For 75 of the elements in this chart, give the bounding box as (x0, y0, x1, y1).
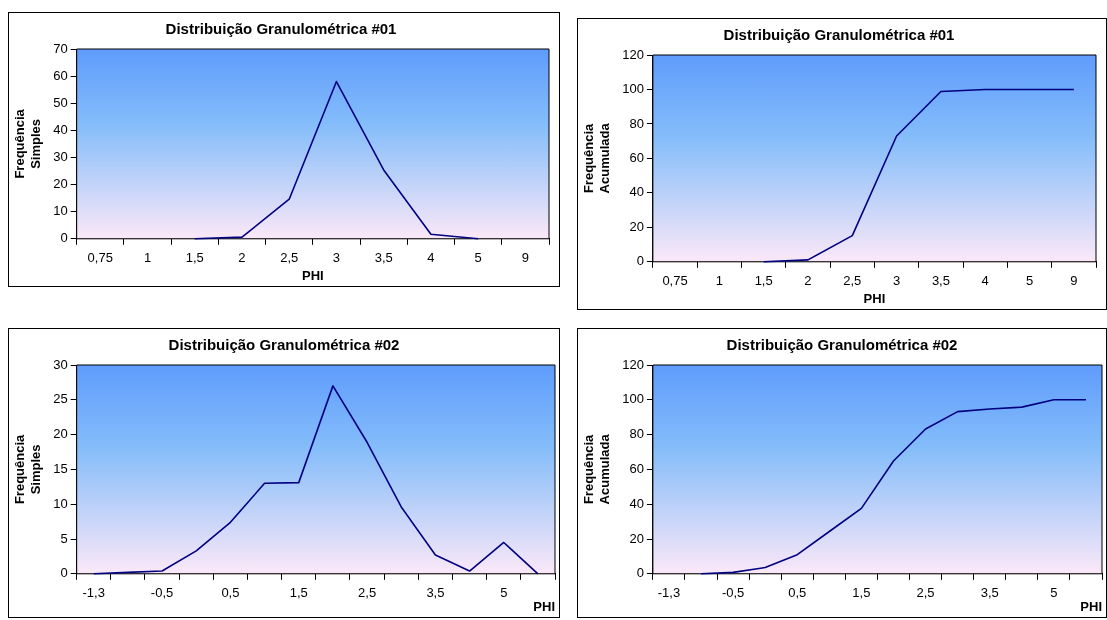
x-tick-label: 4 (427, 250, 435, 266)
x-tick-label: 3,5 (931, 273, 950, 289)
y-tick-label: 20 (629, 218, 644, 234)
y-tick-label: 60 (53, 67, 68, 83)
y-tick-label: 100 (622, 81, 644, 97)
y-axis-title: Frequência Acumulada (581, 433, 612, 505)
y-tick-label: 40 (53, 121, 68, 137)
x-axis-title: PHI (301, 267, 324, 283)
y-tick-label: 40 (629, 184, 644, 200)
x-tick-label: 5 (500, 585, 508, 601)
x-tick-label: 2,5 (843, 273, 862, 289)
y-tick-label: 0 (636, 253, 644, 269)
x-tick-label: 2 (238, 250, 246, 266)
y-tick-label: 30 (53, 356, 68, 372)
y-tick-label: 30 (53, 149, 68, 165)
x-tick-label: -0,5 (721, 585, 745, 601)
y-tick-label: 120 (622, 46, 644, 62)
y-tick-label: 60 (629, 149, 644, 165)
x-axis-title: PHI (1080, 598, 1102, 614)
x-tick-label: 3,5 (426, 585, 445, 601)
y-tick-label: 100 (622, 391, 644, 407)
x-tick-label: 5 (1025, 273, 1034, 289)
y-axis-title: Frequência Simples (12, 433, 43, 505)
y-tick-label: 0 (60, 565, 68, 581)
x-tick-label: 3,5 (980, 585, 999, 601)
y-tick-label: 5 (60, 530, 68, 546)
x-tick-label: 1,5 (289, 585, 308, 601)
x-tick-label: 0,75 (87, 250, 113, 266)
x-tick-label: 3,5 (374, 250, 393, 266)
x-tick-label: 9 (1070, 273, 1078, 289)
y-tick-label: 60 (629, 460, 644, 476)
y-tick-label: 20 (53, 176, 68, 192)
chart-title: Distribuição Granulométrica #02 (726, 336, 958, 354)
y-tick-label: 0 (60, 230, 68, 246)
x-tick-label: 2 (804, 273, 812, 289)
x-tick-label: 2,5 (280, 250, 299, 266)
chart-title: Distribuição Granulométrica #01 (165, 20, 397, 38)
y-tick-label: 40 (629, 495, 644, 511)
y-axis-title: Frequência Simples (12, 108, 43, 179)
y-tick-label: 70 (53, 40, 68, 56)
y-tick-label: 10 (53, 495, 68, 511)
y-tick-label: 50 (53, 94, 68, 110)
y-tick-label: 20 (53, 426, 68, 442)
x-tick-label: -1,3 (657, 585, 681, 601)
x-tick-label: 1 (715, 273, 723, 289)
x-tick-label: 2,5 (358, 585, 377, 601)
y-tick-label: 0 (636, 565, 644, 581)
x-tick-label: 3 (332, 250, 341, 266)
chart-title: Distribuição Granulométrica #01 (723, 26, 955, 44)
x-tick-label: 1 (143, 250, 152, 266)
x-tick-label: 3 (892, 273, 901, 289)
x-tick-label: -1,3 (82, 585, 105, 601)
x-tick-label: -0,5 (150, 585, 174, 601)
y-tick-label: 25 (53, 391, 68, 407)
x-tick-label: 5 (474, 250, 482, 266)
y-tick-label: 120 (622, 356, 644, 372)
x-tick-label: 0,5 (221, 585, 240, 601)
x-tick-label: 0,75 (662, 273, 688, 289)
x-tick-label: 9 (521, 250, 529, 266)
x-tick-label: 1,5 (754, 273, 773, 289)
y-tick-label: 80 (629, 426, 644, 442)
y-tick-label: 20 (629, 530, 644, 546)
x-tick-label: 2,5 (916, 585, 935, 601)
chart-title: Distribuição Granulométrica #02 (168, 336, 400, 354)
x-axis-title: PHI (863, 290, 886, 306)
y-tick-label: 15 (53, 460, 68, 476)
x-tick-label: 1,5 (185, 250, 204, 266)
y-tick-label: 10 (53, 203, 68, 219)
x-tick-label: 0,5 (788, 585, 807, 601)
x-tick-label: 5 (1050, 585, 1058, 601)
y-tick-label: 80 (629, 115, 644, 131)
x-tick-label: 1,5 (852, 585, 871, 601)
x-tick-label: 4 (981, 273, 989, 289)
y-axis-title: Frequência Acumulada (581, 122, 612, 194)
x-axis-title: PHI (533, 598, 555, 614)
